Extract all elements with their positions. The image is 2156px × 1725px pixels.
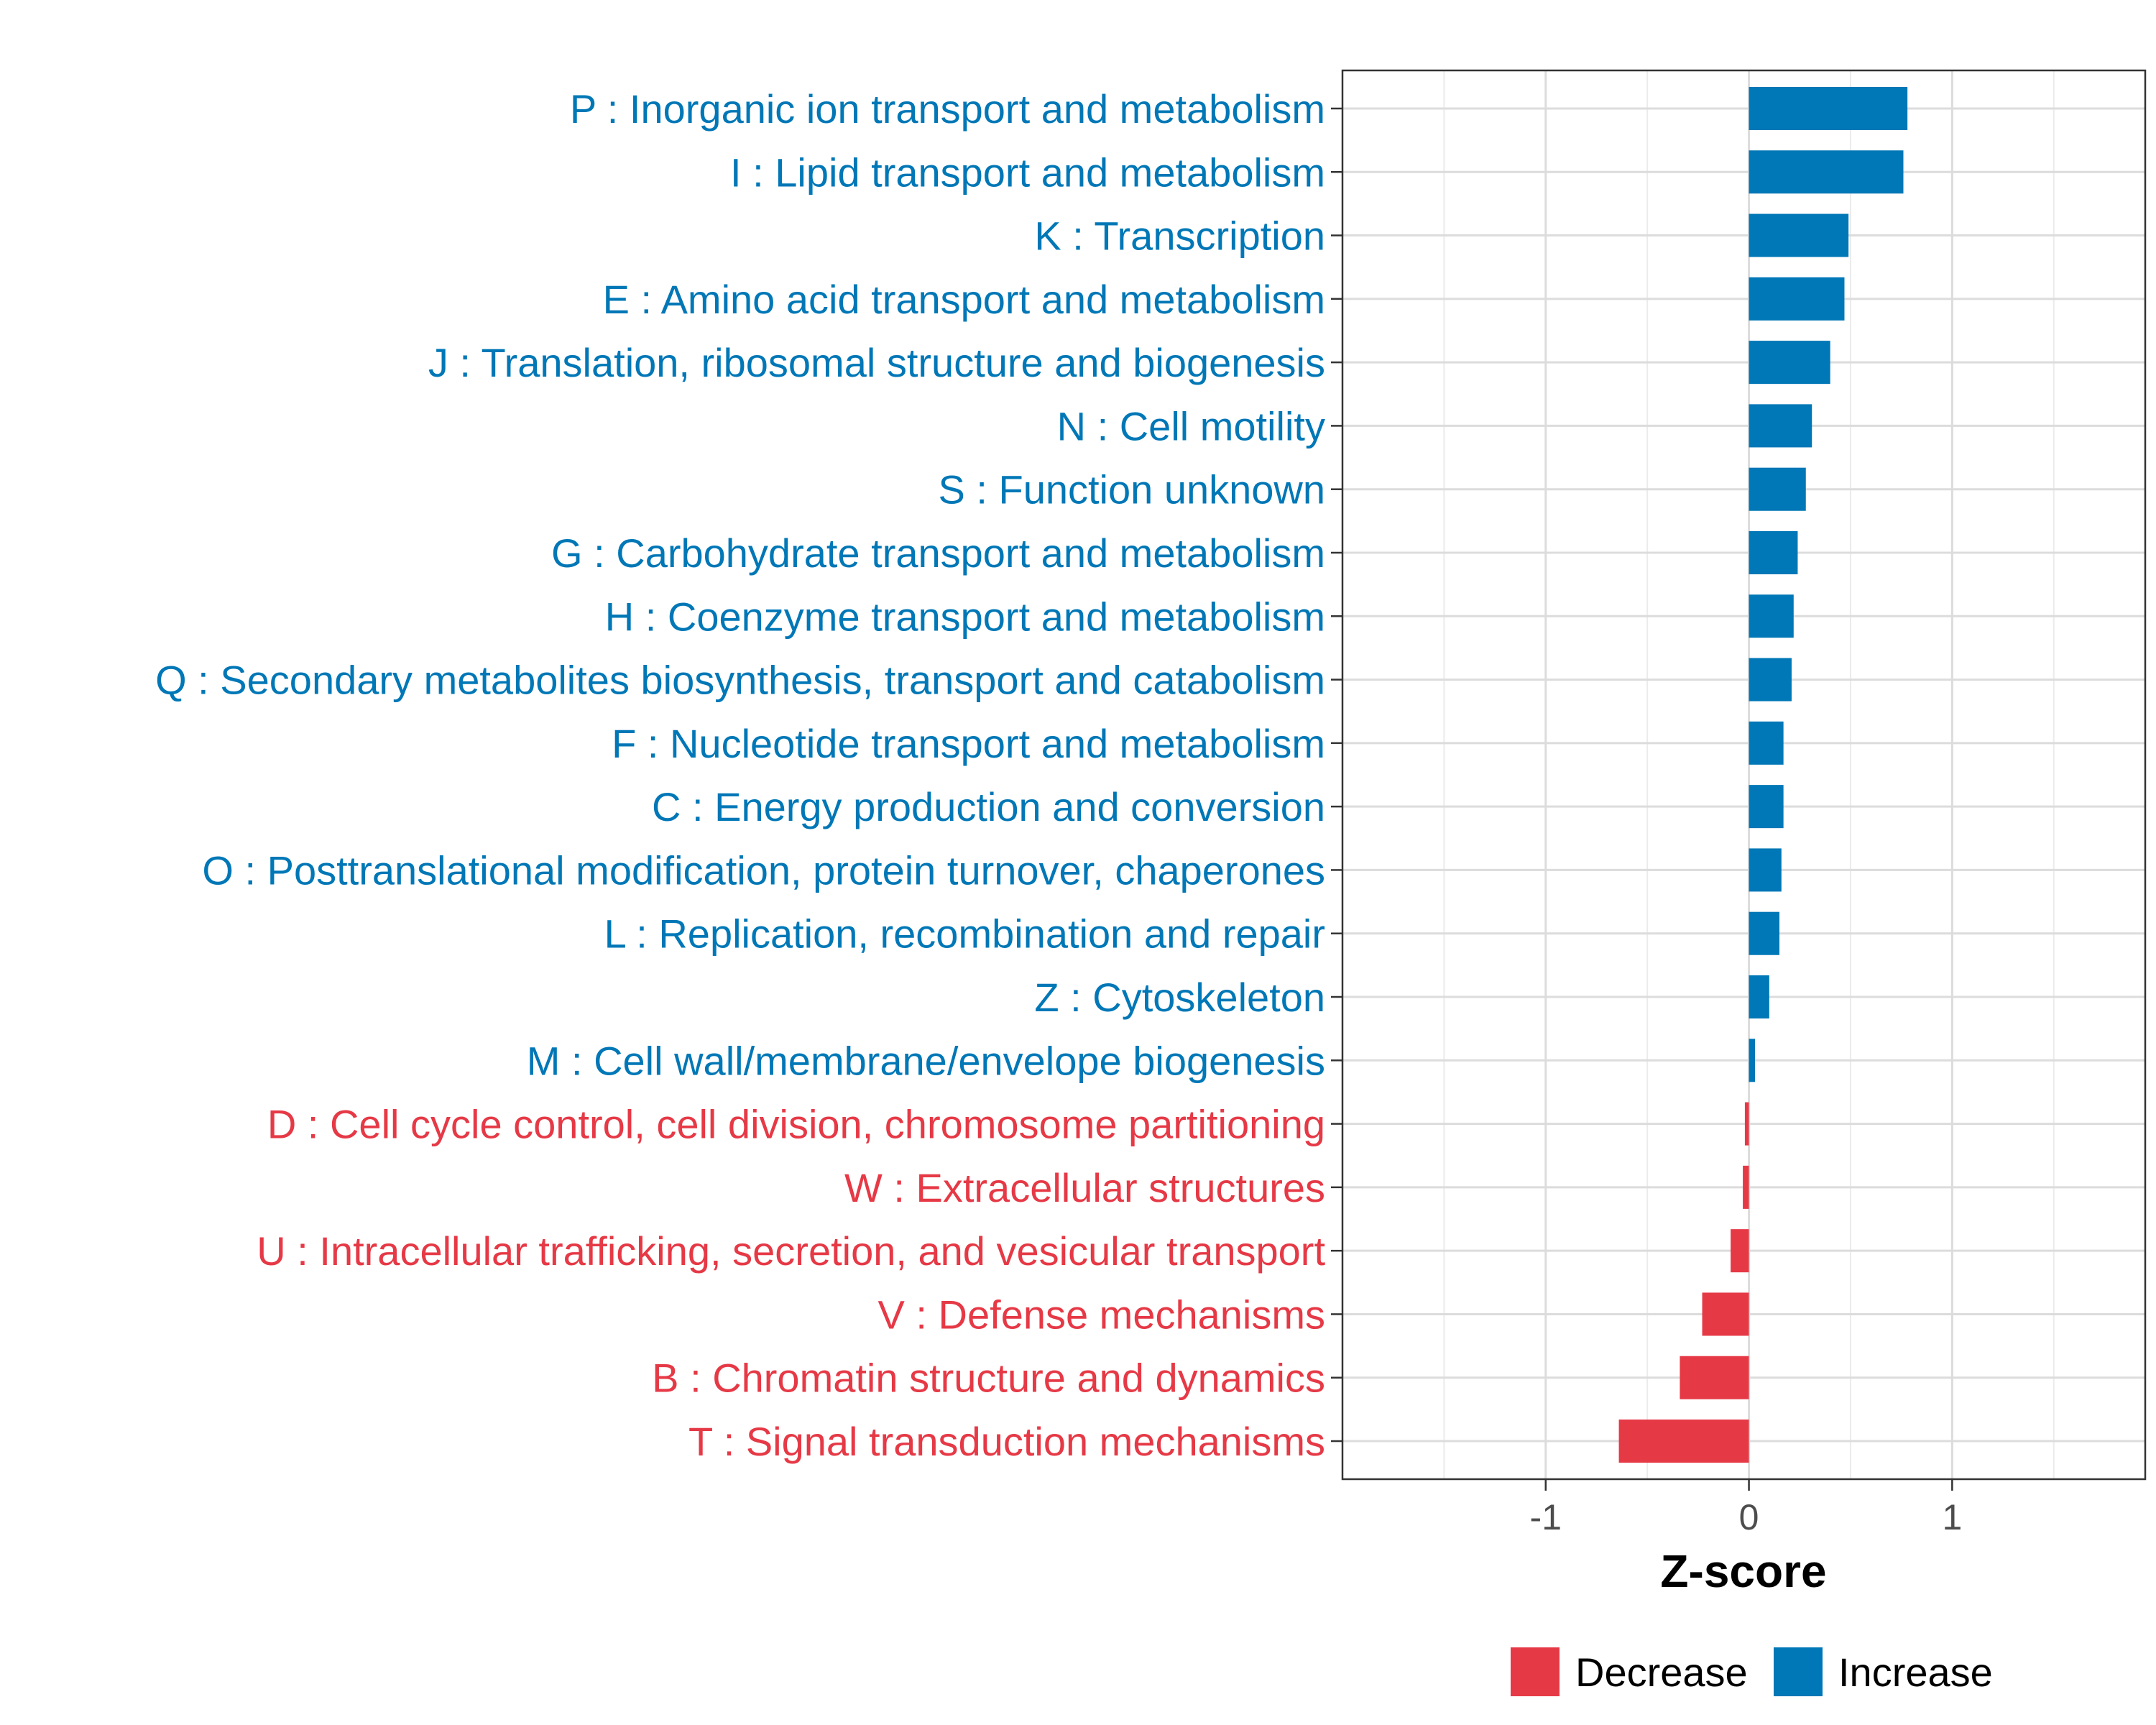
category-label: I : Lipid transport and metabolism [730,150,1325,195]
category-label: K : Transcription [1034,213,1325,259]
bar [1749,1039,1756,1082]
bar [1749,213,1849,257]
y-axis-labels: P : Inorganic ion transport and metaboli… [155,86,1325,1464]
legend-label: Increase [1838,1650,1993,1695]
category-label: E : Amino acid transport and metabolism [603,277,1325,322]
bar [1749,848,1782,892]
y-axis-ticks [1331,107,1342,1443]
bar [1749,404,1812,448]
category-label: H : Coenzyme transport and metabolism [605,594,1325,639]
x-axis-labels: -1 0 1 [1530,1497,1963,1537]
category-label: W : Extracellular structures [844,1165,1325,1210]
category-label: P : Inorganic ion transport and metaboli… [570,86,1325,132]
bar [1749,150,1904,194]
x-tick-label: 0 [1739,1497,1759,1537]
bar [1680,1356,1749,1399]
bar [1749,911,1779,955]
bar [1749,530,1798,575]
category-label: O : Posttranslational modification, prot… [202,847,1325,893]
bar [1749,658,1792,702]
bar [1744,1102,1749,1146]
x-tick-label: -1 [1530,1497,1562,1537]
bar [1749,467,1806,511]
bars [1618,86,1908,1463]
bar [1731,1229,1749,1273]
category-label: F : Nucleotide transport and metabolism [612,721,1325,766]
legend: Decrease Increase [1511,1647,1993,1696]
legend-label: Decrease [1575,1650,1748,1695]
bar [1749,277,1845,321]
category-label: V : Defense mechanisms [878,1292,1325,1337]
category-label: Q : Secondary metabolites biosynthesis, … [155,658,1325,703]
category-label: M : Cell wall/membrane/envelope biogenes… [527,1038,1325,1083]
x-axis-ticks [1544,1479,1953,1491]
bar [1743,1165,1749,1209]
x-tick-label: 1 [1942,1497,1962,1537]
bar [1749,594,1794,638]
category-label: U : Intracellular trafficking, secretion… [257,1228,1325,1274]
category-label: N : Cell motility [1057,403,1325,448]
legend-swatch [1511,1647,1560,1696]
category-label: C : Energy production and conversion [652,784,1325,829]
bar [1749,86,1908,130]
category-label: B : Chromatin structure and dynamics [652,1356,1325,1401]
category-label: T : Signal transduction mechanisms [688,1419,1325,1464]
category-label: D : Cell cycle control, cell division, c… [267,1102,1325,1147]
category-label: G : Carbohydrate transport and metabolis… [551,530,1325,576]
bar [1749,785,1784,829]
category-label: L : Replication, recombination and repai… [604,911,1325,957]
bar [1749,341,1830,385]
category-label: Z : Cytoskeleton [1034,975,1325,1020]
bar [1749,975,1769,1019]
x-axis-title: Z-score [1660,1545,1826,1597]
bar [1702,1292,1749,1336]
bar [1618,1420,1749,1463]
plot-border [1341,69,2147,1481]
category-label: S : Function unknown [938,467,1325,512]
legend-swatch [1774,1647,1823,1696]
category-label: J : Translation, ribosomal structure and… [428,340,1325,385]
bar [1749,721,1784,765]
